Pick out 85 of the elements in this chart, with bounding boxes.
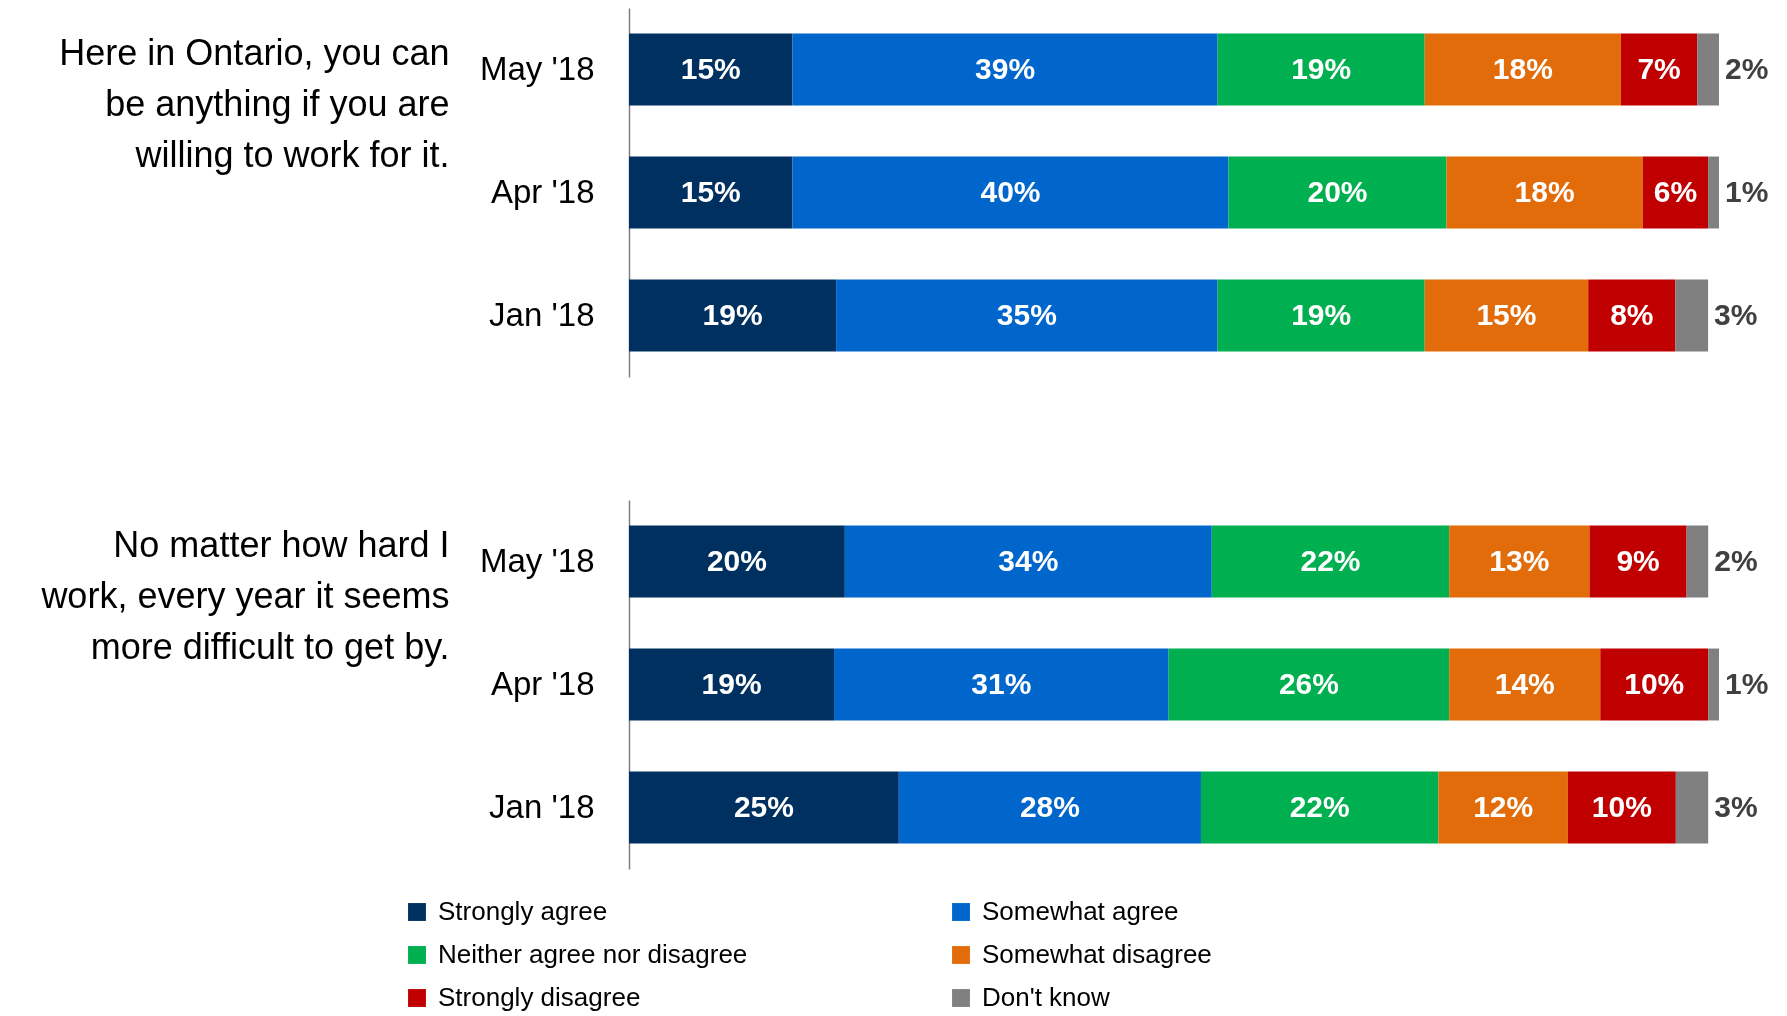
data-label: 31%	[971, 666, 1032, 700]
data-label: 6%	[1653, 174, 1698, 208]
bar	[1424, 33, 1621, 106]
y-tick-label: May '18	[479, 541, 595, 579]
data-label: 22%	[1300, 543, 1361, 577]
bar	[629, 156, 793, 229]
bar	[629, 33, 793, 106]
data-label: 19%	[701, 666, 762, 700]
data-label: 18%	[1492, 51, 1553, 85]
bar	[1620, 33, 1698, 106]
data-label: 9%	[1616, 543, 1660, 577]
data-label: 20%	[706, 543, 767, 577]
bar	[1449, 648, 1601, 721]
bar	[1588, 279, 1676, 352]
bar	[792, 156, 1229, 229]
data-label: 22%	[1289, 789, 1350, 823]
legend-label: Strongly disagree	[438, 982, 641, 1012]
y-tick-label: Jan '18	[489, 295, 595, 333]
bar	[1200, 771, 1439, 844]
legend-label: Somewhat agree	[982, 896, 1179, 926]
bar	[1217, 279, 1425, 352]
data-label: 18%	[1514, 174, 1575, 208]
bar	[1600, 648, 1709, 721]
data-label: 1%	[1725, 174, 1769, 208]
legend-label: Neither agree nor disagree	[438, 939, 748, 969]
legend-label: Don't know	[982, 982, 1111, 1012]
y-axis-title: Here in Ontario, you can be anything if you are willing to work for it.	[59, 31, 450, 175]
data-label: 39%	[975, 51, 1036, 85]
bar	[1697, 33, 1719, 106]
bar	[1675, 279, 1709, 352]
y-tick-label: Apr '18	[490, 664, 595, 702]
data-label: 15%	[1476, 297, 1537, 331]
bar	[1228, 156, 1447, 229]
data-label: 15%	[680, 51, 741, 85]
bar	[629, 771, 899, 844]
data-label: 7%	[1637, 51, 1681, 85]
bar	[629, 525, 845, 598]
bar	[1449, 525, 1590, 598]
legend-label: Strongly agree	[438, 896, 608, 926]
bar	[1708, 648, 1719, 721]
bar	[1589, 525, 1687, 598]
bar	[1424, 279, 1589, 352]
legend-label: Somewhat disagree	[982, 939, 1212, 969]
data-label: 19%	[1291, 297, 1352, 331]
y-axis-title: No matter how hard I work, every year it seems more difficult to get by.	[40, 523, 450, 667]
data-label: 19%	[702, 297, 763, 331]
data-label: 3%	[1714, 789, 1758, 823]
bar	[1211, 525, 1450, 598]
data-label: 10%	[1624, 666, 1685, 700]
data-label: 35%	[996, 297, 1057, 331]
bar	[834, 648, 1169, 721]
bar	[1686, 525, 1709, 598]
data-label: 2%	[1725, 51, 1769, 85]
bar	[1567, 771, 1676, 844]
data-label: 13%	[1489, 543, 1550, 577]
bar	[844, 525, 1212, 598]
data-label: 3%	[1714, 297, 1758, 331]
data-label: 19%	[1291, 51, 1352, 85]
data-label: 12%	[1473, 789, 1534, 823]
data-label: 14%	[1494, 666, 1555, 700]
bar	[898, 771, 1201, 844]
data-label: 40%	[980, 174, 1041, 208]
data-label: 2%	[1714, 543, 1758, 577]
bar	[1438, 771, 1568, 844]
data-label: 26%	[1278, 666, 1339, 700]
data-label: 8%	[1610, 297, 1654, 331]
bar	[1168, 648, 1450, 721]
data-label: 1%	[1725, 666, 1769, 700]
bar	[629, 648, 835, 721]
y-tick-label: Apr '18	[490, 172, 595, 210]
bar	[629, 279, 837, 352]
data-label: 10%	[1591, 789, 1652, 823]
data-label: 34%	[998, 543, 1059, 577]
data-label: 15%	[680, 174, 741, 208]
bar	[792, 33, 1218, 106]
data-label: 20%	[1307, 174, 1368, 208]
y-tick-label: Jan '18	[489, 787, 595, 825]
bar	[1217, 33, 1425, 106]
data-label: 25%	[733, 789, 794, 823]
y-tick-label: May '18	[479, 49, 595, 87]
bar	[1675, 771, 1709, 844]
data-label: 28%	[1019, 789, 1080, 823]
bar	[836, 279, 1218, 352]
bar	[1708, 156, 1719, 229]
bar	[1446, 156, 1643, 229]
